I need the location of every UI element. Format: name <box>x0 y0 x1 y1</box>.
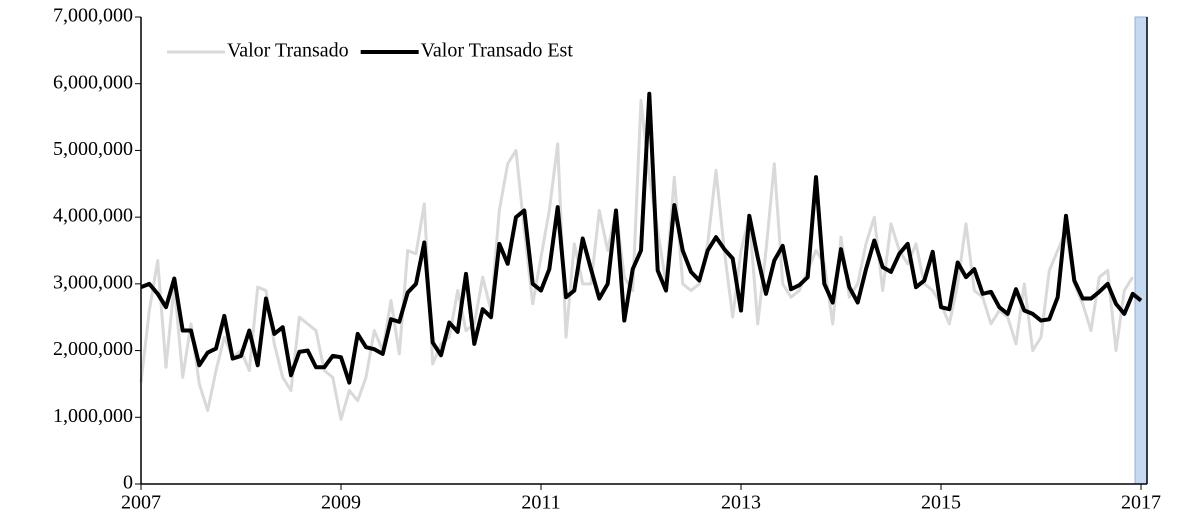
x-tick-label: 2007 <box>121 492 161 514</box>
y-tick-label: 0 <box>123 472 133 494</box>
y-tick-label: 3,000,000 <box>53 271 133 293</box>
y-tick-label: 2,000,000 <box>53 338 133 360</box>
highlight-band <box>1134 16 1148 485</box>
legend-label: Valor Transado <box>227 40 349 62</box>
y-tick-label: 6,000,000 <box>53 71 133 93</box>
y-tick-label: 5,000,000 <box>53 138 133 160</box>
y-tick-label: 7,000,000 <box>53 5 133 27</box>
x-tick-label: 2017 <box>1121 492 1161 514</box>
x-tick-label: 2015 <box>921 492 961 514</box>
x-tick-label: 2011 <box>521 492 560 514</box>
line-series <box>140 91 1143 385</box>
y-tick-label: 4,000,000 <box>53 205 133 227</box>
x-tick-label: 2013 <box>721 492 761 514</box>
line-series <box>139 98 1134 421</box>
x-tick-label: 2009 <box>321 492 361 514</box>
y-tick-label: 1,000,000 <box>53 405 133 427</box>
legend-label: Valor Transado Est <box>421 40 574 62</box>
